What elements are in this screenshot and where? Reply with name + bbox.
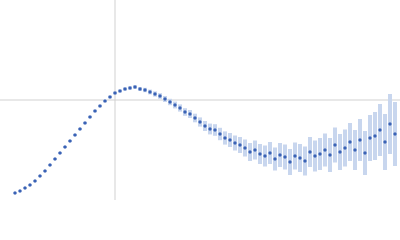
point — [213, 128, 217, 132]
point — [148, 90, 152, 94]
point — [143, 88, 147, 92]
point — [173, 103, 177, 107]
point — [98, 104, 102, 108]
point — [378, 128, 382, 132]
point — [308, 150, 312, 154]
point — [313, 154, 317, 158]
point — [348, 140, 352, 144]
point — [283, 155, 287, 159]
point — [233, 141, 237, 145]
point — [88, 115, 92, 119]
point — [208, 127, 212, 131]
point — [133, 85, 137, 89]
point — [168, 100, 172, 104]
point — [138, 87, 142, 91]
point — [183, 110, 187, 114]
point — [373, 134, 377, 138]
point — [28, 183, 32, 187]
point — [328, 153, 332, 157]
point — [158, 94, 162, 98]
point — [103, 99, 107, 103]
point — [218, 132, 222, 136]
point — [223, 136, 227, 140]
point — [333, 143, 337, 147]
point — [323, 148, 327, 152]
point — [228, 138, 232, 142]
point — [268, 151, 272, 155]
point — [13, 191, 17, 195]
point — [258, 152, 262, 156]
point — [393, 132, 397, 136]
point — [363, 151, 367, 155]
point — [238, 143, 242, 147]
point — [188, 112, 192, 116]
point — [273, 157, 277, 161]
point — [248, 150, 252, 154]
point — [298, 156, 302, 160]
point — [178, 106, 182, 110]
point — [253, 148, 257, 152]
point — [368, 136, 372, 140]
point — [343, 146, 347, 150]
point — [113, 91, 117, 95]
point — [153, 92, 157, 96]
point — [193, 116, 197, 120]
point — [288, 160, 292, 164]
point — [23, 186, 27, 190]
point — [358, 138, 362, 142]
page: (() => { const data = JSON.parse(documen… — [0, 0, 400, 200]
point — [163, 97, 167, 101]
point — [303, 159, 307, 163]
point — [38, 174, 42, 178]
point — [118, 89, 122, 93]
point — [198, 120, 202, 124]
point — [293, 154, 297, 158]
point — [78, 127, 82, 131]
point — [18, 189, 22, 193]
point — [33, 179, 37, 183]
point — [318, 152, 322, 156]
point — [83, 121, 87, 125]
point — [43, 169, 47, 173]
point — [338, 150, 342, 154]
point — [203, 124, 207, 128]
point — [388, 122, 392, 126]
point — [353, 148, 357, 152]
point — [263, 154, 267, 158]
point — [108, 95, 112, 99]
point — [58, 151, 62, 155]
chart — [0, 0, 400, 200]
point — [383, 140, 387, 144]
point — [123, 87, 127, 91]
point — [278, 153, 282, 157]
point — [68, 139, 72, 143]
point — [53, 157, 57, 161]
point — [243, 146, 247, 150]
point — [63, 145, 67, 149]
point — [73, 133, 77, 137]
point — [128, 86, 132, 90]
point — [93, 109, 97, 113]
point — [48, 163, 52, 167]
